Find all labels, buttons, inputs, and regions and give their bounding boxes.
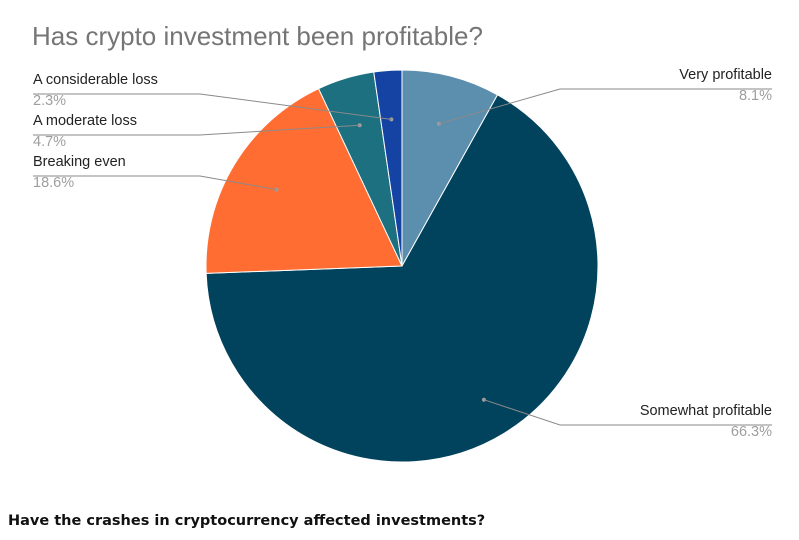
- chart-title: Has crypto investment been profitable?: [32, 21, 483, 51]
- leader-dot-breaking-even: [274, 187, 279, 192]
- leader-line-very-profitable: [438, 88, 772, 125]
- leader-line-breaking-even: [33, 175, 277, 191]
- leader-line-a-moderate-loss: [33, 124, 360, 136]
- pie-slice-somewhat-profitable: [205, 94, 599, 463]
- slice-label-a-considerable-loss: A considerable loss: [33, 72, 158, 88]
- leader-dot-very-profitable: [437, 121, 441, 126]
- slice-label-breaking-even: Breaking even: [33, 154, 126, 170]
- slice-value-a-considerable-loss: 2.3%: [33, 93, 66, 109]
- slice-label-somewhat-profitable: Somewhat profitable: [640, 403, 772, 419]
- leader-lines: [33, 88, 772, 426]
- slice-value-somewhat-profitable: 66.3%: [731, 424, 772, 440]
- slice-value-breaking-even: 18.6%: [33, 175, 74, 191]
- slice-label-very-profitable: Very profitable: [679, 67, 772, 83]
- pie-slice-very-profitable: [401, 69, 499, 268]
- slice-labels: Very profitable 8.1% Somewhat profitable 66…: [33, 67, 772, 440]
- slice-label-a-moderate-loss: A moderate loss: [33, 113, 137, 129]
- pie-slice-a-considerable-loss: [373, 69, 403, 267]
- pie-chart-canvas: Very profitable 8.1% Somewhat profitable 66…: [33, 67, 772, 463]
- slice-value-a-moderate-loss: 4.7%: [33, 134, 66, 150]
- slice-value-very-profitable: 8.1%: [739, 88, 772, 104]
- pie-slice-breaking-even: [205, 87, 403, 274]
- section-question: Have the crashes in cryptocurrency affec…: [8, 513, 486, 529]
- leader-line-a-considerable-loss: [33, 93, 392, 120]
- leader-line-somewhat-profitable: [483, 399, 772, 426]
- pie-chart: Has crypto investment been profitable? V…: [32, 21, 772, 463]
- pie-slices: [205, 69, 599, 463]
